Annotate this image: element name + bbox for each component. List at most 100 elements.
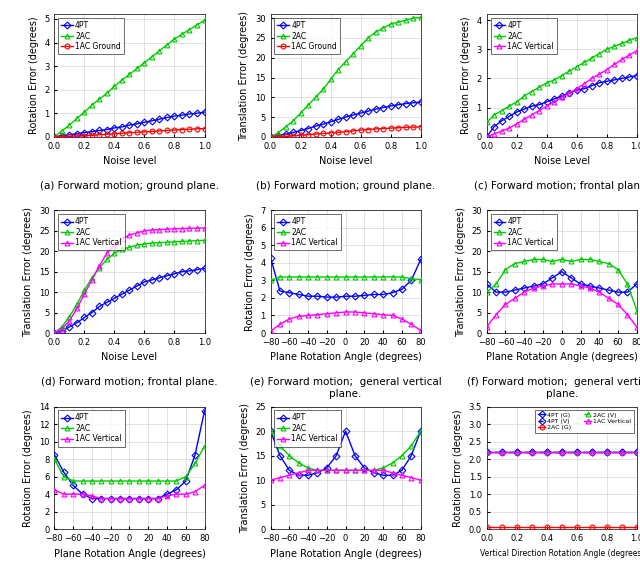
2AC — [633, 34, 640, 41]
4PT — [111, 125, 118, 131]
2AC — [618, 40, 626, 47]
2AC — [156, 47, 163, 54]
1AC Ground — [73, 133, 81, 139]
1AC Vertical — [543, 103, 550, 110]
2AC — [297, 110, 305, 117]
1AC Vertical — [380, 311, 387, 318]
1AC Vertical — [417, 327, 424, 334]
4PT — [304, 472, 312, 479]
4PT — [314, 293, 321, 300]
Line: 2AC: 2AC — [52, 238, 207, 336]
2AC — [65, 314, 73, 320]
4PT — [573, 86, 580, 93]
2AC — [276, 442, 284, 449]
4PT — [520, 284, 528, 291]
2AC — [595, 258, 603, 265]
2AC (V) — [543, 449, 550, 456]
2AC (V) — [573, 449, 580, 456]
4PT (G) — [483, 449, 490, 456]
2AC (V) — [633, 449, 640, 456]
4PT (G) — [543, 449, 550, 456]
4PT — [51, 329, 58, 336]
4PT — [327, 118, 335, 125]
4PT — [408, 277, 415, 284]
Text: (e) Forward motion;  general vertical
plane.: (e) Forward motion; general vertical pla… — [250, 377, 442, 399]
4PT — [314, 469, 321, 476]
Line: 1AC Vertical: 1AC Vertical — [52, 483, 207, 501]
4PT — [603, 78, 611, 85]
2AC — [304, 102, 312, 109]
1AC Vertical — [314, 467, 321, 474]
4PT — [156, 116, 163, 122]
4PT — [417, 256, 424, 263]
1AC Vertical — [95, 262, 103, 269]
Line: 1AC Vertical: 1AC Vertical — [268, 310, 423, 333]
4PT (G) — [528, 449, 536, 456]
1AC Vertical — [565, 90, 573, 97]
1AC Vertical — [408, 474, 415, 481]
Line: 4PT: 4PT — [268, 428, 423, 477]
Text: (a) Forward motion; ground plane.: (a) Forward motion; ground plane. — [40, 181, 219, 191]
1AC Vertical — [178, 225, 186, 232]
1AC Ground — [141, 129, 148, 135]
2AC — [95, 264, 103, 271]
Y-axis label: Rotation Error (degrees): Rotation Error (degrees) — [24, 409, 33, 527]
4PT — [88, 128, 96, 135]
2AC — [116, 477, 124, 484]
1AC Vertical — [148, 226, 156, 233]
2AC (V) — [603, 449, 611, 456]
1AC Ground — [289, 133, 297, 139]
4PT — [145, 495, 152, 502]
1AC Vertical — [360, 310, 368, 316]
4PT — [633, 72, 640, 79]
2AC — [387, 20, 394, 27]
4PT — [558, 93, 566, 100]
2AC — [417, 14, 424, 21]
1AC Vertical — [520, 116, 528, 123]
4PT — [492, 288, 500, 295]
1AC Vertical — [116, 495, 124, 502]
2AC — [625, 37, 633, 44]
4PT — [118, 291, 126, 298]
2AC — [614, 266, 622, 273]
1AC Vertical — [285, 316, 293, 323]
1AC Vertical — [625, 52, 633, 59]
1AC Vertical — [618, 56, 626, 63]
4PT — [186, 110, 193, 117]
4PT — [125, 495, 133, 502]
1AC Vertical — [182, 490, 189, 497]
1AC Vertical — [380, 467, 387, 474]
1AC Vertical — [614, 301, 622, 308]
1AC Vertical — [285, 472, 293, 479]
4PT — [285, 289, 293, 296]
2AC — [125, 477, 133, 484]
X-axis label: Noise Level: Noise Level — [534, 156, 590, 166]
2AC — [388, 460, 396, 467]
2AC — [186, 26, 193, 33]
1AC Ground — [178, 126, 186, 133]
1AC Vertical — [351, 467, 359, 474]
4PT — [73, 319, 81, 326]
2AC — [550, 76, 558, 83]
4PT — [332, 452, 340, 459]
2AC — [595, 50, 603, 57]
4PT — [398, 467, 406, 474]
4PT — [548, 274, 556, 281]
2AC — [81, 287, 88, 294]
1AC Ground — [319, 130, 327, 137]
1AC Vertical — [550, 98, 558, 105]
X-axis label: Plane Rotation Angle (degrees): Plane Rotation Angle (degrees) — [486, 352, 637, 362]
1AC Vertical — [267, 477, 275, 484]
2AC — [351, 274, 359, 281]
2AC — [567, 258, 575, 265]
1AC Vertical — [483, 449, 490, 456]
1AC Ground — [372, 126, 380, 133]
4PT — [370, 469, 378, 476]
2AC (G) — [528, 524, 536, 531]
2AC — [69, 477, 77, 484]
4PT — [135, 495, 143, 502]
4PT — [295, 472, 303, 479]
4PT — [88, 309, 96, 316]
2AC (G) — [618, 524, 626, 531]
Line: 4PT: 4PT — [52, 110, 207, 139]
